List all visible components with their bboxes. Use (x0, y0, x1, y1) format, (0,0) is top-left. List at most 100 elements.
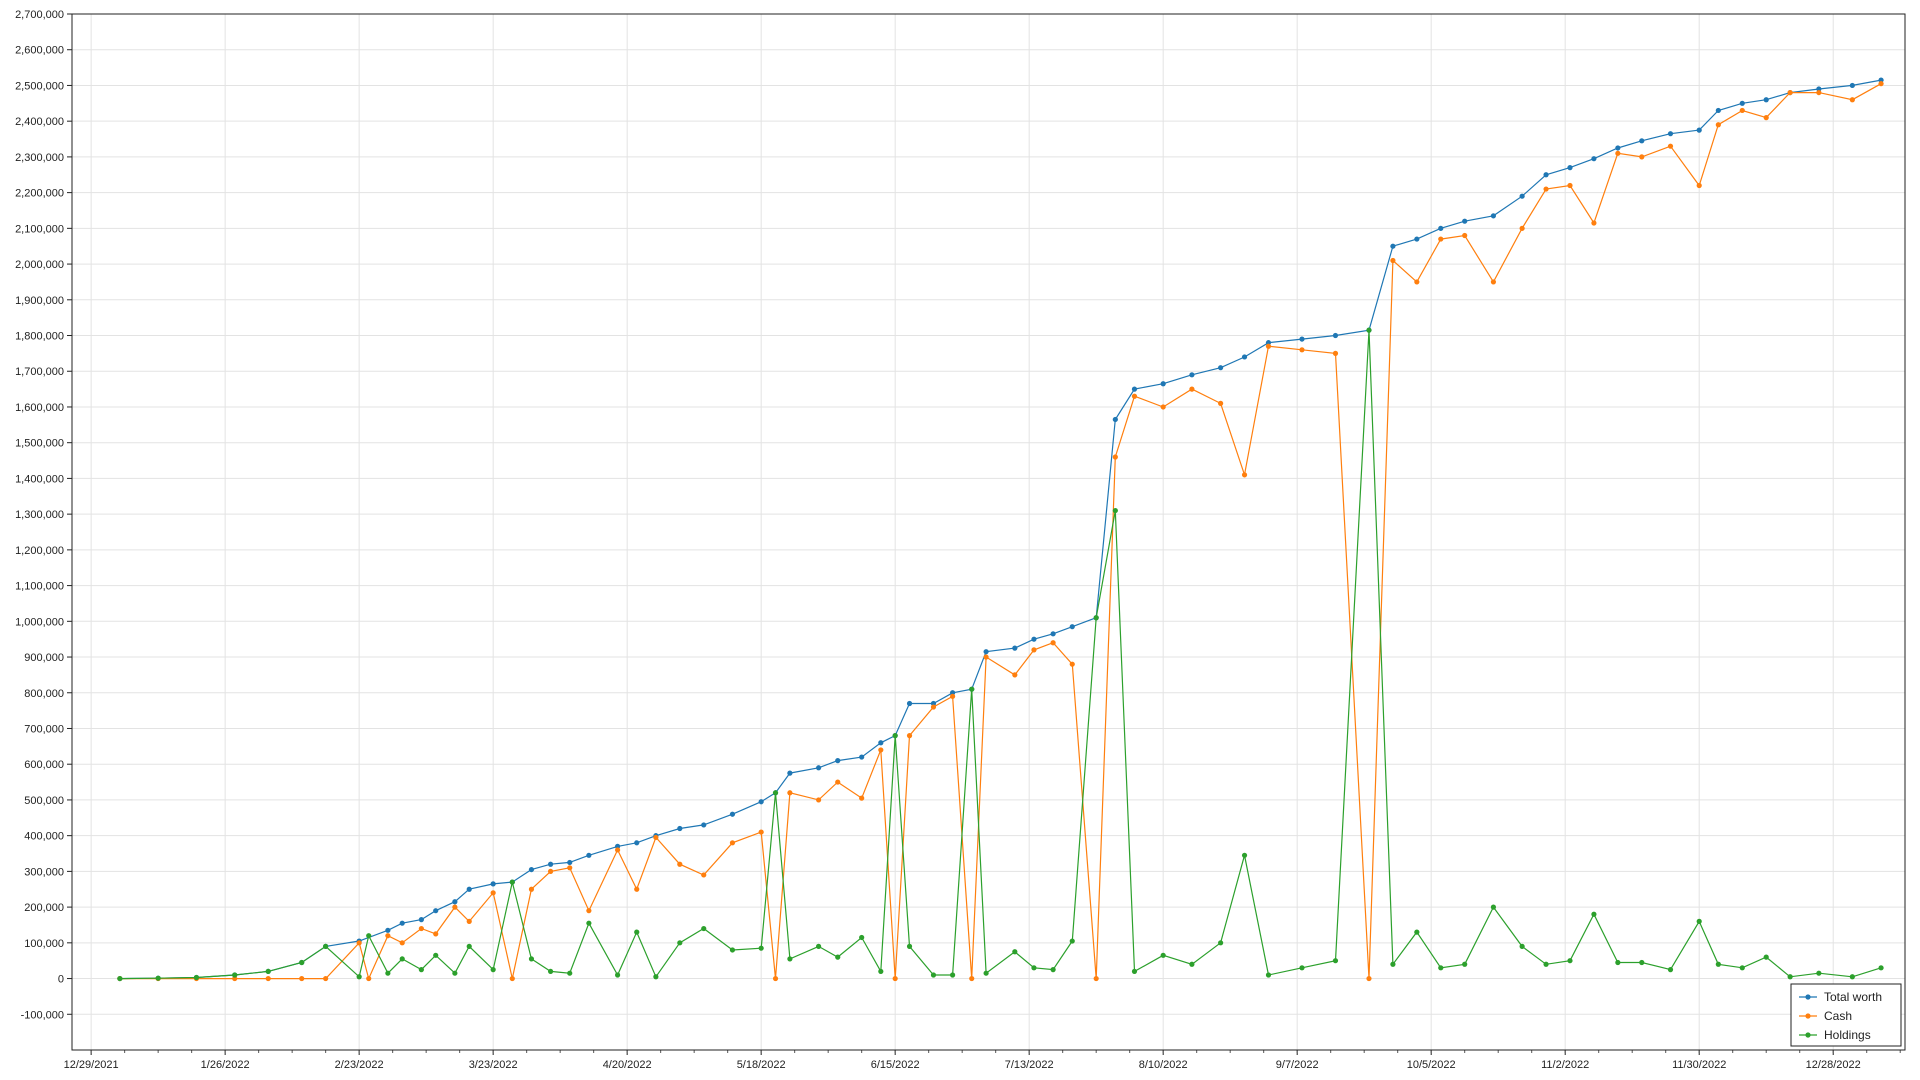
data-point (1241, 852, 1248, 858)
y-tick-label: 1,500,000 (15, 438, 64, 450)
y-tick-label: 2,200,000 (15, 188, 64, 200)
data-point (1031, 647, 1037, 653)
data-point (1112, 416, 1118, 423)
data-point (1639, 138, 1645, 144)
data-point (1012, 645, 1018, 651)
data-point (701, 925, 707, 932)
y-tick-label: -100,000 (21, 1009, 64, 1021)
data-point (356, 940, 362, 946)
data-point (1696, 918, 1702, 924)
data-point (614, 847, 621, 853)
data-point (950, 693, 956, 699)
data-point (1787, 89, 1793, 96)
data-point (787, 790, 793, 796)
data-point (835, 954, 841, 960)
data-point (787, 770, 793, 776)
data-point (1878, 965, 1884, 971)
y-tick-label: 700,000 (24, 723, 64, 735)
data-point (366, 933, 372, 939)
data-point (385, 970, 391, 976)
data-point (265, 975, 271, 982)
series-line (119, 79, 1882, 980)
data-point (433, 931, 439, 937)
data-point (983, 649, 989, 655)
data-point (950, 972, 956, 978)
y-tick-label: 1,900,000 (15, 295, 64, 307)
plot-frame (71, 13, 1906, 1051)
y-tick-label: 900,000 (24, 652, 64, 664)
data-point (1160, 404, 1166, 410)
data-point (1265, 972, 1272, 978)
data-point (878, 747, 884, 753)
data-point (1050, 640, 1056, 646)
data-point (729, 840, 736, 846)
data-point (1715, 107, 1721, 114)
data-point (1131, 386, 1138, 392)
data-point (509, 879, 515, 885)
data-point (1462, 961, 1468, 967)
data-point (1414, 929, 1420, 935)
data-point (1265, 340, 1272, 346)
data-point (816, 765, 822, 771)
legend-swatch-marker (1805, 1013, 1811, 1019)
legend-swatch-marker (1805, 994, 1811, 1000)
data-point (490, 890, 496, 896)
data-point (1715, 122, 1721, 128)
data-point (1490, 904, 1497, 910)
data-point (1218, 400, 1224, 406)
data-point (586, 852, 592, 858)
data-point (433, 952, 439, 958)
y-tick-label: 2,500,000 (15, 80, 64, 92)
y-tick-label: 0 (58, 974, 64, 986)
data-point (1567, 182, 1573, 189)
data-point (1131, 393, 1138, 399)
data-point (1615, 959, 1621, 966)
data-point (1615, 145, 1621, 151)
x-tick-label: 5/18/2022 (737, 1059, 786, 1071)
data-point (323, 975, 329, 982)
data-point (299, 959, 305, 966)
data-point (653, 974, 659, 980)
data-point (614, 972, 621, 978)
data-point (1639, 154, 1645, 160)
data-point (1667, 131, 1674, 137)
data-point (1438, 225, 1444, 231)
data-point (452, 970, 458, 976)
data-point (1462, 218, 1468, 224)
data-point (385, 927, 391, 933)
x-tick-label: 8/10/2022 (1139, 1059, 1188, 1071)
data-point (1567, 958, 1573, 964)
data-point (323, 943, 329, 950)
data-point (452, 904, 458, 910)
data-point (567, 859, 573, 866)
data-point (1849, 82, 1855, 89)
x-tick-label: 6/15/2022 (871, 1059, 920, 1071)
data-point (1696, 182, 1702, 189)
y-tick-label: 200,000 (24, 902, 64, 914)
y-tick-label: 400,000 (24, 831, 64, 843)
data-point (452, 899, 458, 905)
data-point (758, 829, 764, 835)
legend-label: Total worth (1824, 990, 1882, 1004)
data-point (816, 797, 822, 803)
data-point (1112, 454, 1118, 460)
data-point (433, 908, 439, 914)
data-point (490, 967, 496, 973)
data-point (1787, 974, 1793, 980)
y-tick-label: 2,000,000 (15, 259, 64, 271)
x-tick-label: 7/13/2022 (1005, 1059, 1054, 1071)
x-tick-label: 10/5/2022 (1407, 1059, 1456, 1071)
data-point (1591, 220, 1597, 226)
data-point (859, 795, 865, 801)
data-point (1390, 961, 1396, 967)
data-point (1763, 97, 1769, 103)
y-tick-label: 2,600,000 (15, 45, 64, 57)
data-point (969, 686, 975, 692)
data-point (835, 758, 841, 764)
data-point (1763, 115, 1769, 121)
data-point (1462, 232, 1468, 239)
data-point (1878, 77, 1884, 83)
data-point (399, 956, 405, 962)
data-point (1241, 354, 1248, 360)
data-point (892, 975, 898, 982)
